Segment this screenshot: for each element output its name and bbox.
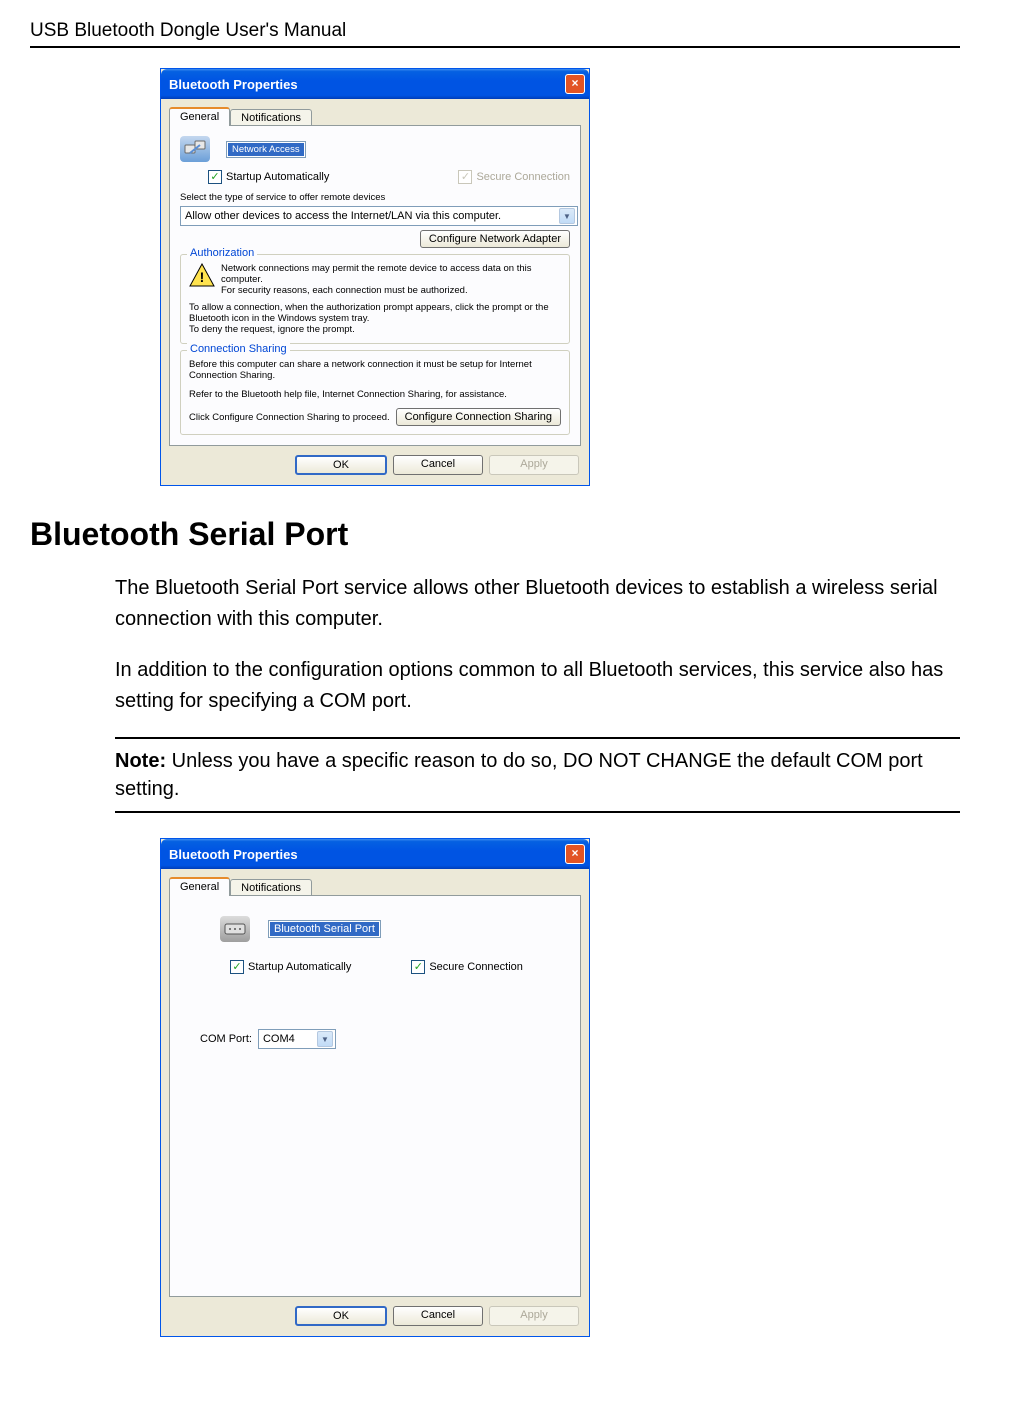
tab-general[interactable]: General: [169, 877, 230, 896]
authorization-title: Authorization: [187, 247, 257, 259]
service-type-select[interactable]: Allow other devices to access the Intern…: [180, 206, 578, 226]
close-icon[interactable]: ×: [565, 74, 585, 94]
warning-icon: !: [189, 263, 215, 287]
ok-button[interactable]: OK: [295, 455, 387, 475]
sharing-group: Connection Sharing Before this computer …: [180, 350, 570, 435]
service-name-field[interactable]: Bluetooth Serial Port: [270, 922, 379, 936]
bluetooth-properties-dialog-1: Bluetooth Properties × General Notificat…: [160, 68, 590, 486]
sharing-text-3: Click Configure Connection Sharing to pr…: [189, 412, 390, 423]
body-para-2: In addition to the configuration options…: [115, 655, 960, 717]
bluetooth-properties-dialog-2: Bluetooth Properties × General Notificat…: [160, 838, 590, 1337]
startup-label: Startup Automatically: [226, 171, 329, 183]
secure-label: Secure Connection: [476, 171, 570, 183]
com-port-label: COM Port:: [200, 1033, 252, 1045]
tab-general[interactable]: General: [169, 107, 230, 126]
chevron-down-icon: ▼: [317, 1031, 333, 1047]
select-service-label: Select the type of service to offer remo…: [180, 192, 570, 203]
dialog-title: Bluetooth Properties: [169, 847, 298, 862]
auth-text-1: Network connections may permit the remot…: [221, 263, 561, 285]
authorization-group: Authorization ! Network connections may …: [180, 254, 570, 344]
startup-checkbox[interactable]: ✓Startup Automatically: [230, 960, 351, 974]
page-header: USB Bluetooth Dongle User's Manual: [30, 20, 960, 48]
note-body: Unless you have a specific reason to do …: [115, 750, 923, 800]
network-icon: [180, 136, 210, 162]
sharing-title: Connection Sharing: [187, 343, 290, 355]
configure-adapter-button[interactable]: Configure Network Adapter: [420, 230, 570, 248]
apply-button: Apply: [489, 455, 579, 475]
tab-notifications[interactable]: Notifications: [230, 109, 312, 126]
body-para-1: The Bluetooth Serial Port service allows…: [115, 573, 960, 635]
ok-button[interactable]: OK: [295, 1306, 387, 1326]
secure-label: Secure Connection: [429, 961, 523, 973]
auth-text-3: To allow a connection, when the authoriz…: [189, 302, 561, 324]
sharing-text-2: Refer to the Bluetooth help file, Intern…: [189, 389, 561, 400]
sharing-text-1: Before this computer can share a network…: [189, 359, 561, 381]
configure-sharing-button[interactable]: Configure Connection Sharing: [396, 408, 561, 426]
chevron-down-icon: ▼: [559, 208, 575, 224]
service-option-text: Allow other devices to access the Intern…: [185, 210, 501, 222]
auth-text-2: For security reasons, each connection mu…: [221, 285, 561, 296]
auth-text-4: To deny the request, ignore the prompt.: [189, 324, 561, 335]
dialog-titlebar: Bluetooth Properties ×: [161, 69, 589, 99]
startup-checkbox[interactable]: ✓Startup Automatically: [208, 170, 329, 184]
cancel-button[interactable]: Cancel: [393, 1306, 483, 1326]
svg-text:!: !: [200, 269, 205, 285]
dialog-titlebar: Bluetooth Properties ×: [161, 839, 589, 869]
note-prefix: Note:: [115, 750, 166, 772]
tab-notifications[interactable]: Notifications: [230, 879, 312, 896]
serial-port-icon: [220, 916, 250, 942]
dialog-title: Bluetooth Properties: [169, 77, 298, 92]
cancel-button[interactable]: Cancel: [393, 455, 483, 475]
com-port-select[interactable]: COM4 ▼: [258, 1029, 336, 1049]
startup-label: Startup Automatically: [248, 961, 351, 973]
note-box: Note: Unless you have a specific reason …: [115, 737, 960, 813]
com-port-value: COM4: [263, 1033, 295, 1045]
secure-checkbox[interactable]: ✓Secure Connection: [411, 960, 523, 974]
service-name-field[interactable]: Network Access: [228, 143, 304, 156]
section-heading: Bluetooth Serial Port: [30, 516, 960, 553]
close-icon[interactable]: ×: [565, 844, 585, 864]
apply-button: Apply: [489, 1306, 579, 1326]
secure-checkbox: ✓Secure Connection: [458, 170, 570, 184]
